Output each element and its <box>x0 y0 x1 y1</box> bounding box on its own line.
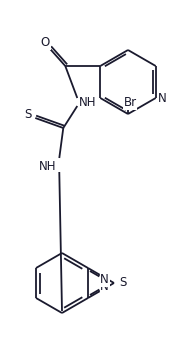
Text: Br: Br <box>124 97 136 110</box>
Text: O: O <box>41 37 50 49</box>
Text: S: S <box>119 277 127 290</box>
Text: N: N <box>100 280 109 293</box>
Text: NH: NH <box>39 159 56 172</box>
Text: S: S <box>25 108 32 121</box>
Text: N: N <box>158 92 167 105</box>
Text: NH: NH <box>79 95 96 108</box>
Text: N: N <box>100 273 109 286</box>
